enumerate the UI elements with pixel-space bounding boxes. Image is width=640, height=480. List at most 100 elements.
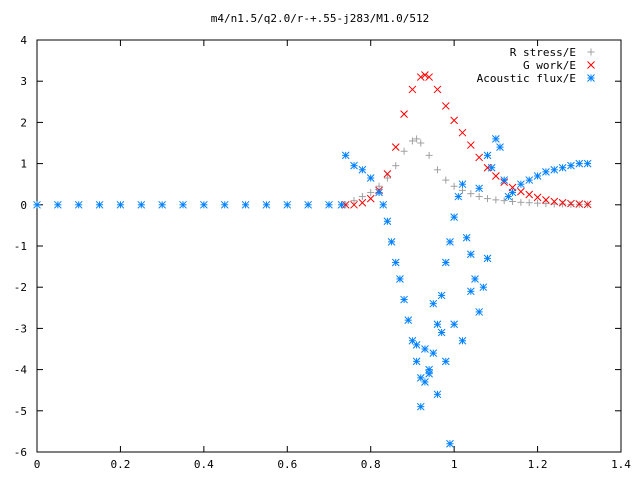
data-point bbox=[433, 85, 442, 94]
y-tick-label: -1 bbox=[14, 240, 27, 253]
data-point bbox=[341, 151, 350, 160]
data-point bbox=[404, 316, 413, 325]
data-point bbox=[496, 143, 504, 151]
legend-marker bbox=[587, 61, 595, 69]
data-point bbox=[441, 357, 450, 366]
data-point bbox=[116, 200, 125, 209]
data-point bbox=[200, 200, 208, 209]
x-tick-label: 1 bbox=[451, 458, 458, 471]
data-point bbox=[416, 402, 425, 411]
data-point bbox=[358, 193, 366, 201]
data-point bbox=[525, 199, 533, 207]
data-point bbox=[421, 71, 429, 79]
data-point bbox=[437, 291, 446, 300]
data-point bbox=[350, 197, 358, 205]
data-point bbox=[367, 188, 375, 196]
data-point bbox=[137, 200, 146, 209]
data-point bbox=[433, 166, 441, 174]
data-point bbox=[567, 200, 575, 208]
data-point bbox=[366, 174, 375, 182]
data-point bbox=[408, 137, 416, 145]
data-point bbox=[304, 200, 312, 209]
data-point bbox=[458, 186, 466, 194]
data-point bbox=[54, 200, 62, 209]
x-tick-label: 1.4 bbox=[611, 458, 631, 471]
data-point bbox=[500, 197, 508, 205]
legend-marker bbox=[587, 48, 595, 56]
data-point bbox=[492, 172, 500, 180]
data-point bbox=[425, 73, 433, 81]
data-point bbox=[550, 165, 559, 174]
data-point bbox=[466, 141, 475, 149]
data-point bbox=[383, 170, 392, 178]
data-point bbox=[542, 196, 550, 204]
data-point bbox=[74, 200, 83, 209]
data-marks bbox=[33, 71, 592, 448]
legend-label: G work/E bbox=[523, 59, 576, 72]
data-point bbox=[583, 200, 592, 209]
data-point bbox=[442, 176, 450, 184]
data-point bbox=[325, 200, 333, 209]
data-point bbox=[375, 182, 383, 190]
data-point bbox=[379, 200, 388, 209]
data-point bbox=[550, 197, 559, 206]
data-point bbox=[366, 194, 375, 203]
data-point bbox=[475, 184, 484, 193]
series-3 bbox=[33, 135, 592, 448]
data-point bbox=[416, 73, 425, 81]
data-point bbox=[525, 176, 534, 184]
data-point bbox=[33, 200, 41, 209]
data-point bbox=[466, 250, 475, 259]
data-point bbox=[350, 200, 358, 209]
data-point bbox=[400, 110, 408, 119]
data-point bbox=[396, 275, 404, 283]
data-point bbox=[559, 200, 567, 208]
data-point bbox=[479, 283, 488, 292]
data-point bbox=[500, 176, 509, 184]
data-point bbox=[413, 135, 421, 143]
x-tick-label: 0 bbox=[34, 458, 41, 471]
axes: 0 0.2 0.4 0.6 0.8 1 1.2 1.4 4 3 2 1 0 -1 -2 -3 -4 -5 -6 bbox=[14, 34, 632, 471]
data-point bbox=[450, 182, 458, 190]
y-tick-label: 4 bbox=[20, 34, 27, 47]
data-point bbox=[358, 198, 367, 207]
data-point bbox=[417, 139, 425, 147]
data-point bbox=[437, 328, 446, 337]
data-point bbox=[383, 217, 392, 226]
plot-frame bbox=[36, 39, 622, 453]
data-point bbox=[350, 161, 358, 170]
data-point bbox=[441, 102, 450, 110]
data-point bbox=[450, 116, 458, 125]
data-point bbox=[446, 439, 454, 448]
data-point bbox=[425, 365, 433, 374]
data-point bbox=[412, 357, 421, 366]
data-point bbox=[466, 287, 475, 296]
data-point bbox=[429, 299, 438, 308]
y-tick-label: 0 bbox=[20, 199, 27, 212]
chart-title: m4/n1.5/q2.0/r-+.55-j283/M1.0/512 bbox=[211, 12, 430, 25]
data-point bbox=[533, 193, 542, 202]
data-point bbox=[375, 188, 383, 197]
data-point bbox=[517, 187, 525, 196]
data-point bbox=[446, 238, 454, 246]
data-point bbox=[458, 128, 467, 137]
x-tick-label: 1.2 bbox=[528, 458, 548, 471]
data-point bbox=[558, 163, 567, 172]
data-point bbox=[283, 200, 292, 209]
data-point bbox=[337, 200, 346, 209]
data-point bbox=[241, 200, 250, 209]
data-point bbox=[475, 308, 484, 316]
data-point bbox=[575, 200, 584, 208]
data-point bbox=[383, 174, 391, 182]
data-point bbox=[262, 200, 271, 209]
data-point bbox=[542, 200, 550, 208]
x-tick-label: 0.6 bbox=[277, 458, 297, 471]
y-tick-label: -4 bbox=[14, 364, 28, 377]
data-point bbox=[508, 188, 517, 197]
data-point bbox=[475, 193, 483, 201]
data-point bbox=[558, 198, 567, 207]
data-point bbox=[433, 320, 442, 329]
legend-label: R stress/E bbox=[510, 46, 576, 59]
data-point bbox=[391, 143, 400, 151]
